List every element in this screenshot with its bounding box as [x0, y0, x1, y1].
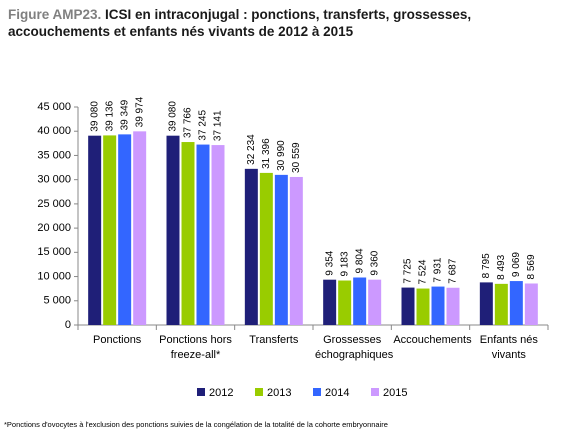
bar: [323, 279, 337, 325]
legend-swatch: [255, 388, 263, 396]
y-tick-label: 30 000: [37, 174, 71, 186]
legend-swatch: [313, 388, 321, 396]
bar: [368, 279, 382, 325]
legend-label: 2012: [209, 387, 233, 399]
x-tick-label: Grossesses échographiques: [315, 334, 394, 361]
y-tick-label: 35 000: [37, 149, 71, 161]
value-label: 30 559: [291, 142, 302, 173]
value-label: 8 493: [496, 254, 507, 279]
value-label: 7 687: [448, 258, 459, 283]
legend-label: 2014: [325, 387, 349, 399]
value-label: 9 354: [324, 250, 335, 275]
bar: [509, 281, 523, 325]
bar: [181, 142, 195, 325]
bar: [446, 287, 460, 325]
value-label: 9 069: [511, 252, 522, 277]
y-tick-label: 5 000: [43, 295, 71, 307]
bar: [103, 135, 117, 325]
value-label: 37 766: [183, 107, 194, 138]
bar: [88, 135, 102, 325]
x-tick-label: Transferts: [249, 334, 299, 346]
bar: [118, 134, 132, 325]
bar: [244, 168, 258, 325]
y-tick-label: 20 000: [37, 222, 71, 234]
bar: [524, 283, 538, 325]
legend-swatch: [371, 388, 379, 396]
y-tick-label: 40 000: [37, 125, 71, 137]
bar: [401, 287, 415, 325]
bar: [416, 288, 430, 325]
y-tick-label: 25 000: [37, 198, 71, 210]
value-label: 31 396: [261, 138, 272, 169]
x-tick-label: Ponctions: [93, 334, 142, 346]
value-label: 7 725: [403, 258, 414, 283]
bar: [494, 283, 508, 325]
bar: [431, 286, 445, 325]
bar: [274, 174, 288, 325]
figure-label: Figure AMP23.: [8, 7, 102, 22]
footnote: *Ponctions d'ovocytes à l'exclusion des …: [4, 420, 388, 429]
bar: [259, 172, 273, 325]
value-label: 9 360: [369, 250, 380, 275]
bar: [211, 145, 225, 325]
value-label: 39 974: [134, 96, 145, 127]
bar: [166, 135, 180, 325]
chart-title: ICSI en intraconjugal : ponctions, trans…: [8, 7, 472, 39]
x-tick-label: Enfants nés vivants: [479, 334, 538, 361]
x-tick-label: Accouchements: [393, 334, 472, 346]
title-block: Figure AMP23. ICSI en intraconjugal : po…: [8, 6, 548, 40]
value-label: 39 080: [89, 101, 100, 132]
value-label: 37 245: [198, 110, 209, 141]
value-label: 7 524: [418, 259, 429, 284]
bar: [133, 131, 147, 325]
legend-label: 2015: [383, 387, 407, 399]
y-tick-label: 45 000: [37, 101, 71, 113]
legend-swatch: [197, 388, 205, 396]
bar: [353, 277, 367, 325]
value-label: 39 080: [168, 101, 179, 132]
value-label: 37 141: [213, 110, 224, 141]
legend-label: 2013: [267, 387, 291, 399]
bar: [479, 282, 493, 325]
value-label: 30 990: [276, 140, 287, 171]
y-tick-label: 0: [65, 319, 71, 331]
value-label: 8 795: [481, 253, 492, 278]
y-tick-label: 15 000: [37, 246, 71, 258]
value-label: 39 349: [119, 99, 130, 130]
x-tick-label: Ponctions hors freeze-all*: [159, 334, 232, 361]
value-label: 7 931: [433, 257, 444, 282]
value-label: 9 183: [339, 251, 350, 276]
value-label: 32 234: [246, 134, 257, 165]
bar: [196, 144, 210, 325]
bar: [338, 280, 352, 325]
value-label: 8 569: [526, 254, 537, 279]
value-label: 39 136: [104, 100, 115, 131]
bar: [289, 176, 303, 325]
y-tick-label: 10 000: [37, 270, 71, 282]
value-label: 9 804: [354, 248, 365, 273]
